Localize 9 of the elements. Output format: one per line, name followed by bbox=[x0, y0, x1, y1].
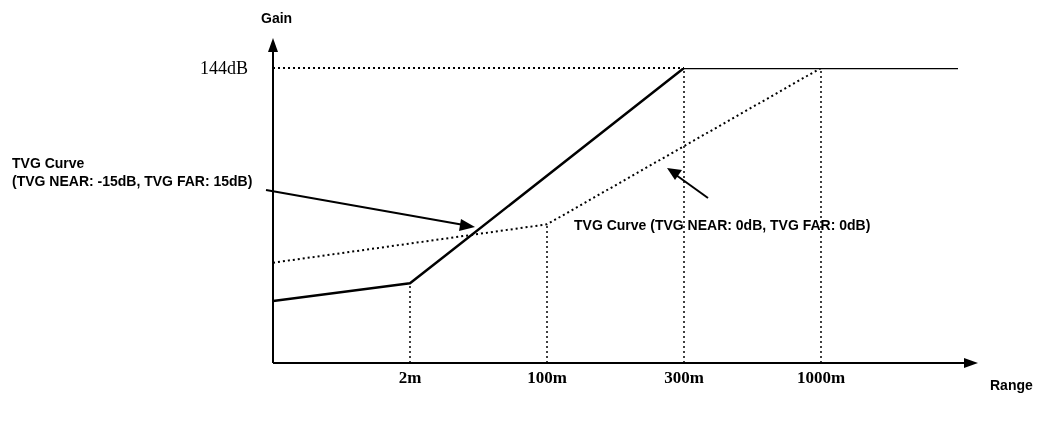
y-axis-title: Gain bbox=[261, 10, 293, 26]
ref-line-label: 144dB bbox=[199, 58, 248, 79]
x-tick-label: 100m bbox=[527, 368, 567, 388]
series-label: TVG Curve (TVG NEAR: 0dB, TVG FAR: 0dB) bbox=[574, 217, 871, 233]
text: TVG Curve (TVG NEAR: -15dB, TVG FAR: 15dB) bbox=[12, 155, 253, 189]
x-tick-label: 2m bbox=[398, 368, 422, 388]
x-tick-label: 1000m bbox=[796, 368, 846, 388]
x-tick-label: 300m bbox=[664, 368, 704, 388]
x-axis-title: Range bbox=[990, 377, 1033, 393]
